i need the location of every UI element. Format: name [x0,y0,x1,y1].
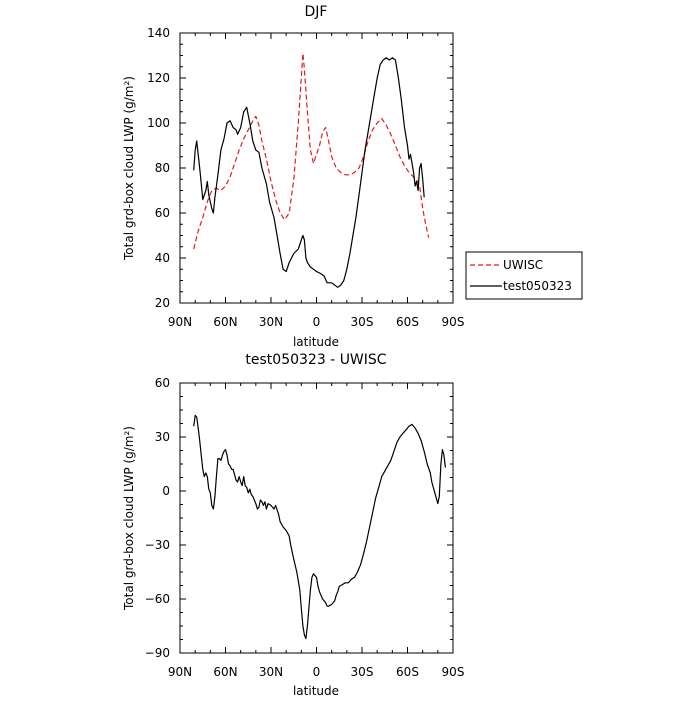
legend-box [465,251,583,300]
top-x-tick-label: 90S [442,315,465,329]
top-x-tick-label: 60N [213,315,237,329]
top-chart: DJF 90N 60N 30N 0 30S 60S 90S 20 40 60 80 100 120 14… [122,4,583,349]
top-y-tick-label: 140 [147,26,170,40]
bottom-x-tick-label: 60N [213,665,237,679]
top-chart-title: DJF [305,4,328,20]
top-y-axis-title: Total grd-box cloud LWP (g/m²) [122,76,136,261]
bottom-x-ticks: 90N 60N 30N 0 30S 60S 90S [168,383,465,679]
bottom-x-tick-label: 90S [442,665,465,679]
top-series-line-uwisc [193,52,430,250]
bottom-chart-title: test050323 - UWISC [245,352,386,368]
bottom-series [193,414,446,640]
top-x-tick-label: 30S [351,315,374,329]
legend: UWISC test050323 [465,251,583,300]
top-plot-frame [179,32,454,304]
top-y-tick-label: 100 [147,116,170,130]
top-x-tick-label: 90N [168,315,192,329]
top-x-axis-title: latitude [293,335,339,349]
top-y-tick-label: 80 [155,161,170,175]
top-series-line-test050323 [193,57,425,288]
bottom-y-tick-label: 30 [155,430,170,444]
bottom-y-tick-label: −30 [145,538,170,552]
bottom-x-tick-label: 0 [313,665,321,679]
bottom-y-ticks: −90 −60 −30 0 30 60 [145,376,453,660]
top-x-ticks: 90N 60N 30N 0 30S 60S 90S [168,33,465,329]
bottom-series-line-difference [193,414,446,640]
bottom-chart: test050323 - UWISC 90N 60N 30N 0 30S 60S 90S −… [122,352,464,698]
bottom-x-tick-label: 30N [259,665,283,679]
top-y-tick-label: 120 [147,71,170,85]
bottom-x-tick-label: 30S [351,665,374,679]
top-y-tick-label: 40 [155,251,170,265]
bottom-y-tick-label: −60 [145,592,170,606]
top-x-tick-label: 0 [313,315,321,329]
top-series [193,52,430,288]
top-x-tick-label: 60S [396,315,419,329]
top-y-tick-label: 20 [155,296,170,310]
bottom-y-tick-label: 60 [155,376,170,390]
bottom-y-axis-title: Total grd-box cloud LWP (g/m²) [122,426,136,611]
top-y-tick-label: 60 [155,206,170,220]
bottom-plot-frame [179,382,454,654]
bottom-y-tick-label: 0 [162,484,170,498]
top-x-tick-label: 30N [259,315,283,329]
top-y-ticks: 20 40 60 80 100 120 140 [147,26,453,310]
bottom-x-axis-title: latitude [293,684,339,698]
legend-label-test050323: test050323 [503,279,572,293]
legend-label-uwisc: UWISC [503,258,543,272]
bottom-y-tick-label: −90 [145,646,170,660]
bottom-x-tick-label: 90N [168,665,192,679]
bottom-x-tick-label: 60S [396,665,419,679]
